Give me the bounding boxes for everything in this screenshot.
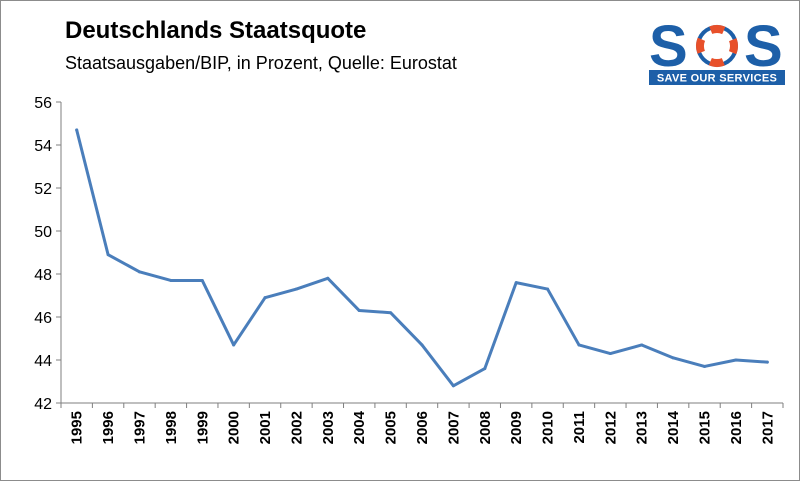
y-tick-label: 50 [34,224,52,241]
data-point [451,384,455,388]
y-axis: 42 44 46 48 50 52 54 56 [34,95,62,413]
x-tick-label: 2013 [634,411,651,444]
data-point [294,287,298,291]
x-tick-label: 1998 [163,411,180,444]
logo-tagline: SAVE OUR SERVICES [657,73,777,85]
data-point [514,281,518,285]
x-tick-label: 1996 [100,411,117,444]
x-tick-label: 2004 [351,410,368,444]
x-tick-label: 2005 [383,411,400,444]
x-tick-label: 2008 [477,411,494,444]
y-tick-label: 42 [34,396,52,413]
logo-banner [649,70,785,85]
x-tick-label: 2007 [445,411,462,444]
data-point [106,253,110,257]
data-point [577,343,581,347]
data-point [263,296,267,300]
y-tick-label: 56 [34,95,52,112]
x-tick-label: 2002 [288,411,305,444]
x-axis: 1995 1996 1997 1998 1999 2000 2001 2002 2003 2004… [60,402,784,444]
x-tick-label: 2011 [571,411,588,444]
y-tick-label: 52 [34,181,52,198]
chart-subtitle: Staatsausgaben/BIP, in Prozent, Quelle: … [65,53,457,73]
y-tick-label: 48 [34,267,52,284]
x-tick-label: 2015 [697,411,714,444]
data-point [75,128,79,132]
data-point [734,358,738,362]
y-tick-label: 54 [34,138,52,155]
logo-letter-s2: S [744,16,783,79]
data-point [200,278,204,282]
x-tick-label: 2010 [540,411,557,444]
y-tick-label: 46 [34,310,52,327]
logo-letter-s1: S [649,16,688,79]
x-tick-label: 2016 [728,411,745,444]
data-point [232,343,236,347]
chart-title: Deutschlands Staatsquote [65,17,367,44]
lifebuoy-icon [696,24,738,67]
x-tick-label: 2006 [414,411,431,444]
data-point [326,276,330,280]
data-point [357,309,361,313]
x-tick-label: 2009 [508,411,525,444]
plot-area [75,128,769,388]
data-point [703,364,707,368]
data-point [389,311,393,315]
x-tick-label: 2003 [320,411,337,444]
data-point [546,287,550,291]
x-tick-label: 2014 [665,410,682,444]
x-tick-label: 2000 [226,411,243,444]
x-tick-label: 2001 [257,411,274,444]
y-tick-label: 44 [34,353,52,370]
x-tick-label: 2012 [602,411,619,444]
x-tick-label: 2017 [759,411,776,444]
x-tick-label: 1997 [131,411,148,444]
data-point [137,270,141,274]
sos-logo: S S SAVE OUR SERVICES [649,16,785,85]
data-point [420,343,424,347]
data-point [169,278,173,282]
data-point [765,360,769,364]
data-point [483,367,487,371]
series-line [75,128,769,388]
data-point [671,356,675,360]
data-point [640,343,644,347]
x-tick-label: 1999 [194,411,211,444]
data-point [608,352,612,356]
x-tick-label: 1995 [69,411,86,444]
